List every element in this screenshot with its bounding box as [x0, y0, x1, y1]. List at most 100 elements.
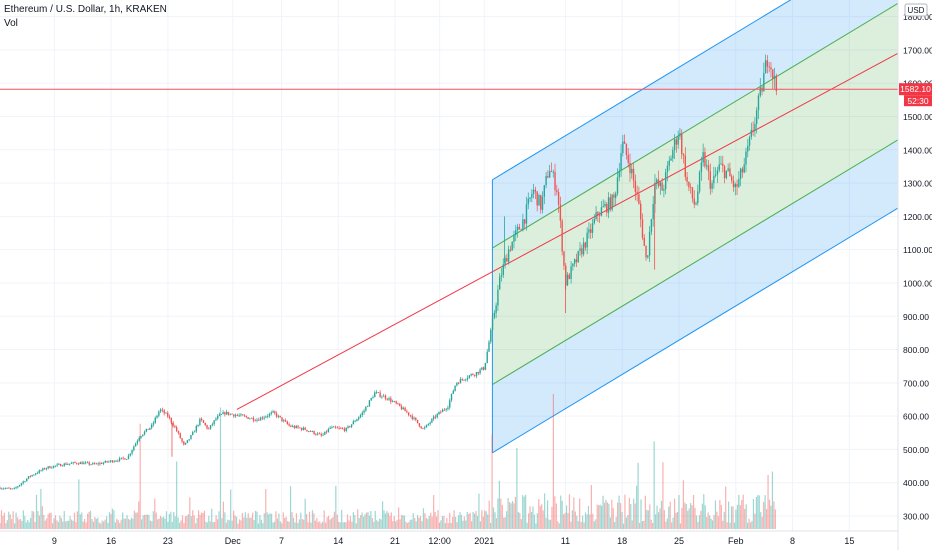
volume-bar: [279, 521, 281, 529]
volume-bar: [615, 516, 617, 529]
volume-bar: [643, 520, 645, 529]
volume-legend[interactable]: Vol: [4, 18, 18, 29]
volume-bar: [275, 511, 277, 529]
candle-body: [388, 398, 390, 400]
candle-body: [731, 176, 733, 181]
median-trend-line[interactable]: [236, 52, 899, 410]
volume-bar: [374, 510, 376, 529]
symbol-title[interactable]: Ethereum / U.S. Dollar, 1h, KRAKEN: [4, 4, 167, 15]
volume-bar: [360, 515, 362, 529]
volume-bar: [165, 511, 168, 529]
candle-body: [638, 194, 640, 204]
candle-body: [618, 170, 620, 178]
volume-bar: [522, 495, 524, 529]
candle-body: [240, 414, 242, 416]
volume-bar: [472, 511, 474, 529]
candle-body: [263, 417, 265, 419]
candle-body: [729, 168, 731, 177]
volume-bar: [285, 516, 287, 529]
channel-inner-lower-line: [492, 139, 899, 385]
volume-bar: [611, 499, 613, 529]
volume-bar: [684, 502, 686, 529]
price-axis[interactable]: 300.00 400.00 500.00 600.00 700.00 800.00 900.…: [897, 0, 932, 550]
candle-body: [163, 410, 165, 414]
volume-bar: [551, 506, 553, 529]
candle-body: [175, 427, 178, 431]
volume-bar: [573, 497, 575, 529]
candle-body: [432, 416, 435, 419]
volume-bar: [595, 519, 597, 529]
candle-body: [645, 245, 647, 258]
volume-bar: [653, 441, 655, 529]
volume-bar: [70, 519, 73, 529]
volume-bar: [12, 511, 14, 529]
volume-bar: [0, 510, 3, 529]
candle-body: [541, 196, 544, 210]
volume-bar: [435, 516, 438, 529]
candle-body: [482, 367, 485, 370]
time-tick-label: Feb: [728, 536, 744, 546]
candle-body: [83, 462, 85, 465]
volume-bar: [37, 511, 39, 529]
volume-bar: [225, 522, 227, 529]
volume-bar: [668, 506, 670, 529]
volume-bar: [612, 508, 614, 529]
candle-body: [706, 165, 708, 167]
volume-bar: [189, 497, 191, 529]
volume-bar: [155, 512, 157, 529]
candle-body: [672, 150, 674, 159]
volume-bar: [656, 505, 658, 529]
candle-body: [648, 231, 651, 256]
time-axis[interactable]: 9 16 23 Dec 7 14 21 12:00 2021 11 18 25 Feb 8 15: [0, 530, 898, 546]
candle-body: [506, 258, 508, 262]
volume-bar: [228, 520, 230, 529]
candle-body: [586, 232, 588, 248]
volume-bar: [284, 517, 286, 529]
volume-bar: [409, 519, 411, 529]
candle-body: [598, 214, 601, 216]
volume-bar: [306, 514, 308, 529]
candle-body: [625, 143, 628, 155]
volume-bar: [678, 495, 680, 529]
volume-bar: [452, 516, 454, 529]
volume-bar: [222, 501, 225, 529]
candle-body: [134, 443, 137, 447]
volume-bar: [361, 512, 363, 529]
volume-bar: [621, 512, 623, 529]
candle-body: [90, 464, 92, 466]
volume-bar: [8, 511, 10, 529]
volume-bar: [202, 513, 204, 529]
candle-body: [773, 75, 776, 79]
price-tick-label: 1000.00: [903, 278, 932, 288]
volume-bar: [520, 519, 522, 529]
candle-body: [213, 420, 215, 425]
volume-bar: [704, 505, 706, 529]
candle-body: [70, 463, 73, 464]
volume-bar: [174, 516, 176, 529]
candle-body: [532, 189, 535, 194]
volume-bar: [657, 512, 660, 529]
volume-bar: [289, 486, 292, 529]
volume-bar: [370, 510, 372, 529]
volume-bar: [698, 515, 701, 529]
volume-bar: [548, 519, 550, 529]
candle-body: [507, 249, 510, 262]
volume-bar: [292, 517, 295, 529]
volume-bar: [771, 471, 774, 529]
volume-bar: [555, 503, 557, 529]
candle-body: [673, 139, 676, 151]
candle-body: [86, 462, 89, 464]
price-tick-label: 1300.00: [903, 179, 932, 189]
currency-badge[interactable]: [904, 3, 928, 17]
candle-body: [713, 175, 715, 184]
volume-bar: [563, 514, 565, 529]
candle-body: [350, 424, 353, 427]
volume-bar: [393, 516, 395, 529]
candle-body: [688, 181, 690, 188]
volume-bar: [291, 512, 293, 529]
volume-bar: [216, 519, 219, 529]
volume-bar: [723, 511, 725, 529]
volume-bar: [16, 517, 19, 529]
volume-bar: [517, 511, 519, 529]
